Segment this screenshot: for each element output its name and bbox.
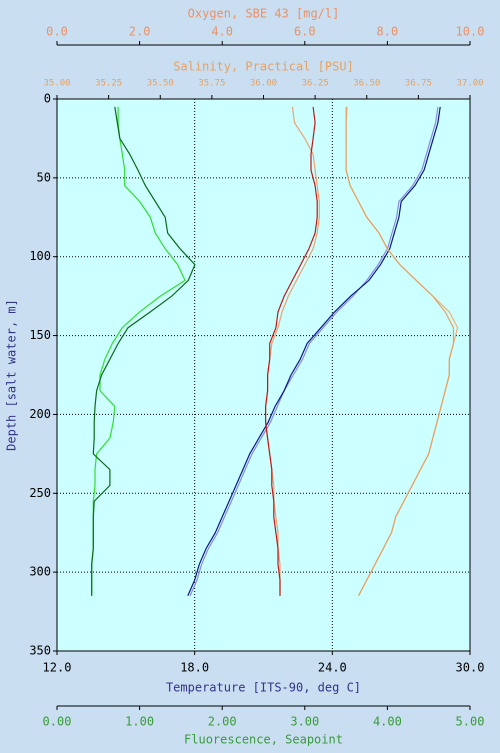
x-tick-label: 10.0 <box>456 25 485 39</box>
x-tick-label: 24.0 <box>318 661 347 675</box>
profile-line <box>91 106 196 596</box>
y-tick-label: 150 <box>29 328 51 342</box>
y-tick-label: 100 <box>29 249 51 263</box>
x-tick-label: 36.50 <box>353 79 380 89</box>
y-tick-label: 50 <box>37 170 51 184</box>
x-tick-label: 35.75 <box>198 79 225 89</box>
y-tick-label: 300 <box>29 565 51 579</box>
x-tick-label: 2.0 <box>129 25 151 39</box>
x-tick-label: 30.0 <box>456 661 485 675</box>
x-tick-label: 18.0 <box>180 661 209 675</box>
x-tick-label: 12.0 <box>43 661 72 675</box>
x-tick-label: 35.00 <box>43 79 70 89</box>
profile-line <box>345 106 455 597</box>
x-tick-label: 3.00 <box>290 715 319 729</box>
y-tick-label: 250 <box>29 486 51 500</box>
x-tick-label: 35.50 <box>147 79 174 89</box>
y-tick-label: 0 <box>44 92 51 106</box>
x-axis-label: Oxygen, SBE 43 [mg/l] <box>188 7 340 21</box>
x-tick-label: 1.00 <box>125 715 154 729</box>
y-tick-label: 200 <box>29 407 51 421</box>
y-tick-label: 350 <box>29 644 51 658</box>
x-tick-label: 36.25 <box>302 79 329 89</box>
x-tick-label: 2.00 <box>208 715 237 729</box>
x-tick-label: 5.00 <box>456 715 485 729</box>
x-tick-label: 6.0 <box>294 25 316 39</box>
x-tick-label: 8.0 <box>377 25 399 39</box>
profile-line <box>189 106 439 597</box>
x-axis-label: Salinity, Practical [PSU] <box>173 60 354 74</box>
x-tick-label: 4.0 <box>211 25 233 39</box>
x-tick-label: 35.25 <box>95 79 122 89</box>
x-tick-label: 37.00 <box>456 79 483 89</box>
plot-frame <box>56 98 471 652</box>
plot-area <box>57 99 470 651</box>
x-tick-label: 0.00 <box>43 715 72 729</box>
x-tick-label: 36.00 <box>250 79 277 89</box>
x-axis-label: Fluorescence, Seapoint <box>184 733 343 747</box>
x-axis-label: Temperature [ITS-90, deg C] <box>166 681 361 695</box>
profile-line <box>265 106 320 596</box>
profile-line <box>187 106 441 597</box>
y-axis-label: Depth [salt water, m] <box>5 299 19 451</box>
x-tick-label: 0.0 <box>46 25 68 39</box>
x-tick-label: 4.00 <box>373 715 402 729</box>
profile-line <box>265 106 318 596</box>
x-tick-label: 36.75 <box>405 79 432 89</box>
